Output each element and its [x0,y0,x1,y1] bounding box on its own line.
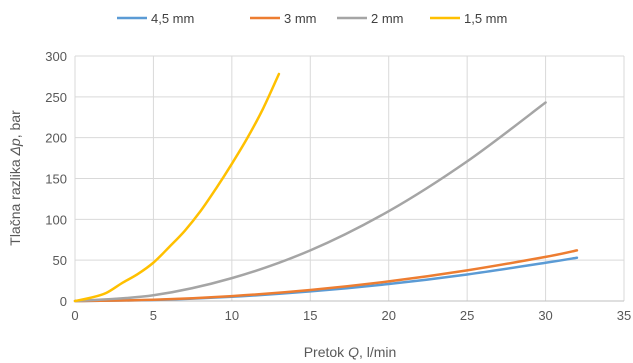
series-line-2 [73,101,547,303]
legend-label-1: 3 mm [284,11,317,26]
x-tick-label: 15 [303,308,317,323]
x-tick-label: 20 [381,308,395,323]
series-line-1 [73,249,579,303]
x-tick-label: 35 [617,308,631,323]
series-line-3 [73,72,281,303]
y-tick-label: 50 [53,253,67,268]
x-tick-label: 0 [71,308,78,323]
legend: 4,5 mm 3 mm 2 mm 1,5 mm [117,11,507,26]
tick-labels: 0 5 10 15 20 25 30 35 0 50 100 150 200 250 300 [45,49,631,323]
series-lines [73,72,579,303]
legend-label-2: 2 mm [371,11,404,26]
y-tick-label: 200 [45,131,67,146]
y-tick-label: 250 [45,90,67,105]
y-tick-label: 0 [60,294,67,309]
y-tick-label: 300 [45,49,67,64]
y-axis-title: Tlačna razlika Δp, bar [7,110,23,246]
y-tick-label: 100 [45,212,67,227]
x-tick-label: 30 [538,308,552,323]
x-axis-title: Pretok Q, l/min [304,344,397,360]
x-tick-label: 25 [460,308,474,323]
legend-label-3: 1,5 mm [464,11,507,26]
legend-label-0: 4,5 mm [151,11,194,26]
x-tick-label: 10 [225,308,239,323]
y-tick-label: 150 [45,172,67,187]
x-tick-label: 5 [150,308,157,323]
